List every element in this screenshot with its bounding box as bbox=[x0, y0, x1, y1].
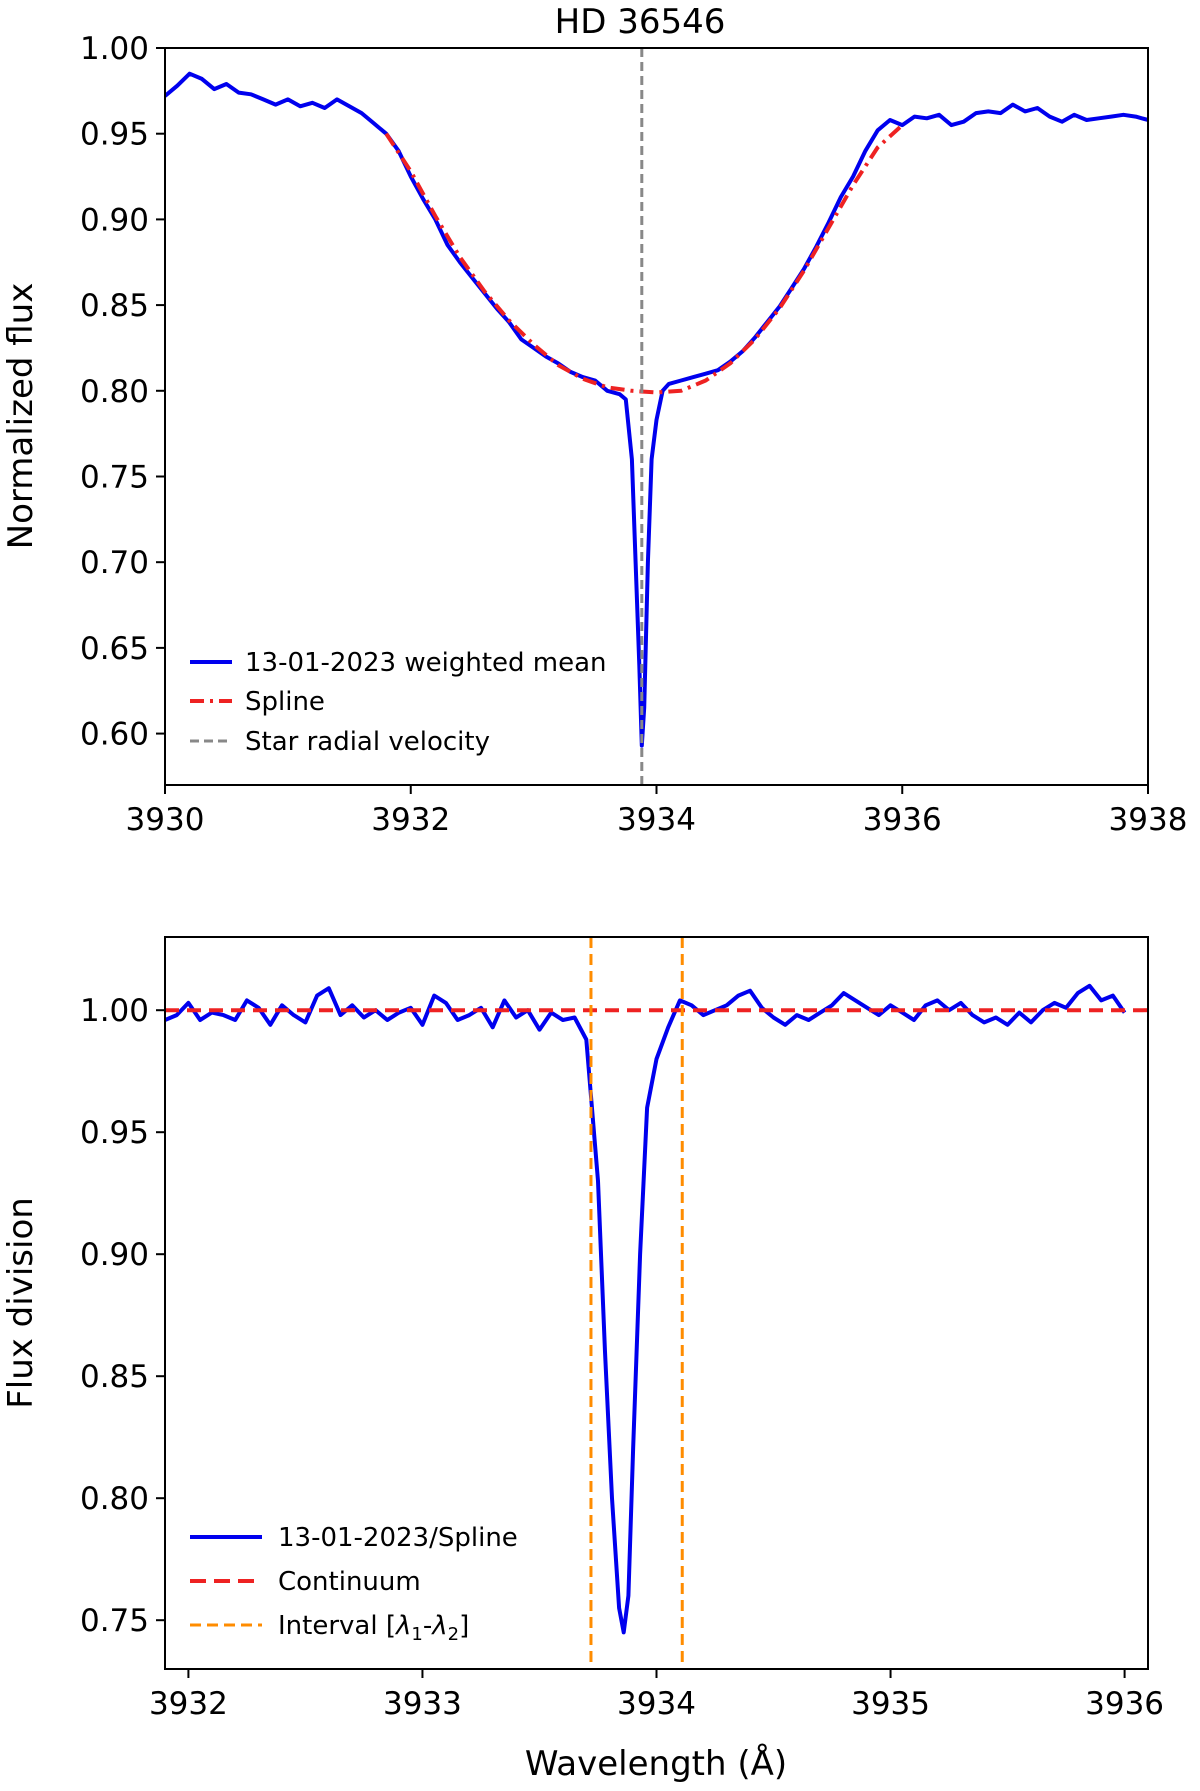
legend-label-radial-velocity: Star radial velocity bbox=[245, 727, 490, 757]
y-tick-label: 0.60 bbox=[80, 717, 149, 753]
y-tick-label: 0.85 bbox=[80, 288, 149, 324]
y-tick-label: 0.80 bbox=[80, 1481, 149, 1517]
series-line-1 bbox=[384, 123, 904, 395]
y-tick-label: 0.85 bbox=[80, 1359, 149, 1395]
x-tick-label: 3936 bbox=[863, 802, 942, 838]
x-tick-label: 3932 bbox=[371, 802, 450, 838]
x-tick-label: 3934 bbox=[617, 1686, 696, 1722]
top-panel-ylabel: Normalized flux bbox=[1, 283, 41, 550]
y-tick-label: 0.95 bbox=[80, 117, 149, 153]
legend-label-continuum: Continuum bbox=[278, 1567, 421, 1597]
y-tick-label: 0.90 bbox=[80, 202, 149, 238]
x-tick-label: 3932 bbox=[149, 1686, 228, 1722]
y-tick-label: 0.80 bbox=[80, 374, 149, 410]
bottom-panel: 3932 3933 3934 3935 3936 0.75 0.80 0.85 0.90 0.95… bbox=[1, 936, 1164, 1784]
top-panel-ticks: 3930 3932 3934 3936 3938 0.60 0.65 0.70 0.75 0.80… bbox=[80, 31, 1187, 838]
y-tick-label: 0.70 bbox=[80, 545, 149, 581]
y-tick-label: 1.00 bbox=[80, 31, 149, 67]
bottom-panel-series bbox=[165, 937, 1148, 1669]
y-tick-label: 1.00 bbox=[80, 993, 149, 1029]
bottom-panel-legend: 13-01-2023/Spline Continuum Interval [λ1… bbox=[190, 1523, 518, 1645]
legend-label-weighted-mean: 13-01-2023 weighted mean bbox=[245, 648, 607, 678]
top-panel: HD 36546 3930 3932 3934 3936 3938 0.60 0.65 0.7… bbox=[1, 2, 1187, 838]
x-tick-label: 3934 bbox=[617, 802, 696, 838]
y-tick-label: 0.95 bbox=[80, 1115, 149, 1151]
legend-label-spline: Spline bbox=[245, 687, 325, 717]
bottom-panel-xlabel: Wavelength (Å) bbox=[525, 1743, 787, 1784]
legend-label-interval: Interval [λ1-λ2] bbox=[278, 1611, 469, 1645]
y-tick-label: 0.90 bbox=[80, 1237, 149, 1273]
x-tick-label: 3930 bbox=[126, 802, 205, 838]
series-line-0 bbox=[165, 983, 1127, 1635]
bottom-panel-ticks: 3932 3933 3934 3935 3936 0.75 0.80 0.85 0.90 0.95… bbox=[80, 993, 1164, 1722]
bottom-panel-frame bbox=[164, 936, 1149, 1670]
y-tick-label: 0.65 bbox=[80, 631, 149, 667]
top-panel-title: HD 36546 bbox=[555, 2, 726, 42]
x-tick-label: 3935 bbox=[851, 1686, 930, 1722]
top-panel-legend: 13-01-2023 weighted mean Spline Star rad… bbox=[190, 648, 607, 757]
series-line-0 bbox=[165, 71, 1148, 748]
x-tick-label: 3933 bbox=[383, 1686, 462, 1722]
top-panel-series bbox=[165, 48, 1148, 785]
y-tick-label: 0.75 bbox=[80, 1603, 149, 1639]
legend-label-ratio: 13-01-2023/Spline bbox=[278, 1523, 518, 1553]
x-tick-label: 3938 bbox=[1109, 802, 1188, 838]
y-tick-label: 0.75 bbox=[80, 459, 149, 495]
x-tick-label: 3936 bbox=[1085, 1686, 1164, 1722]
bottom-panel-ylabel: Flux division bbox=[1, 1197, 41, 1409]
